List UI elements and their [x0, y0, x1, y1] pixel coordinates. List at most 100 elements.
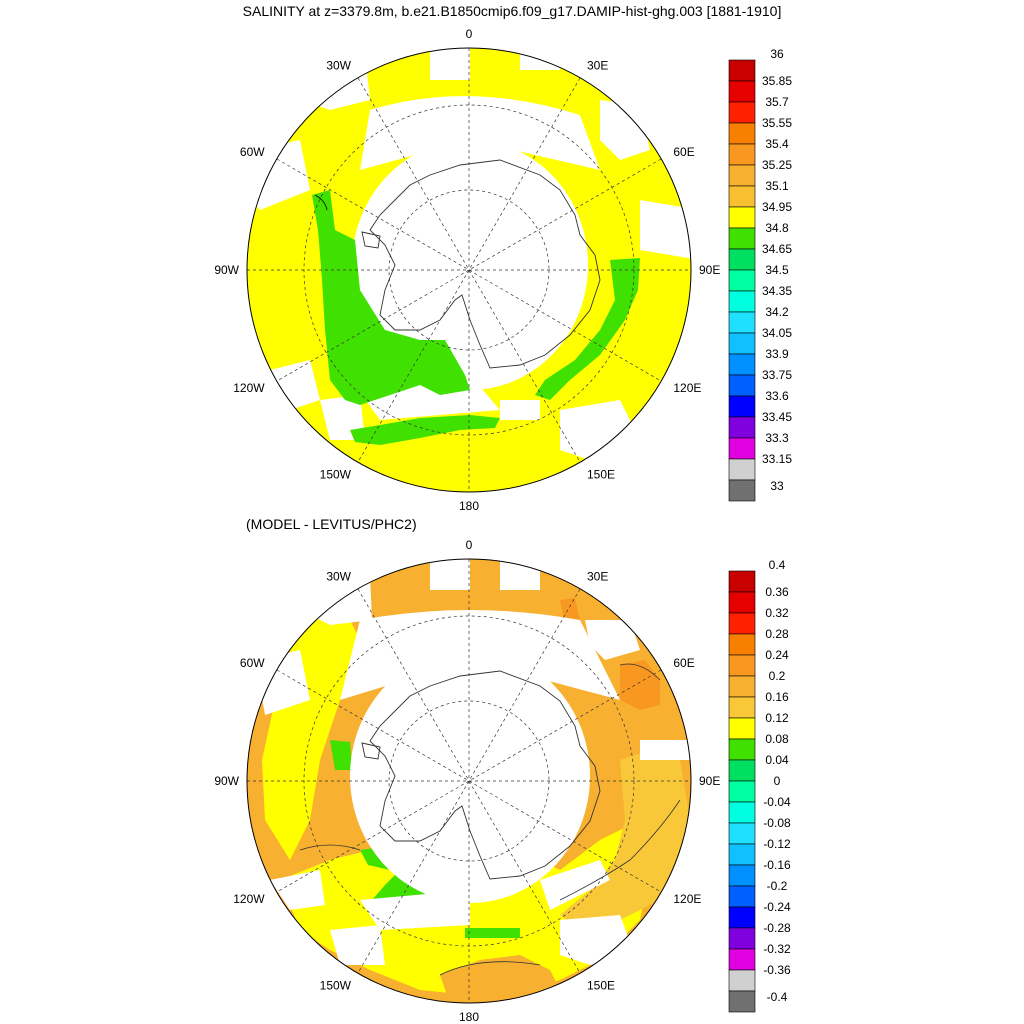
longitude-label: 60W [240, 145, 265, 159]
longitude-label: 30E [587, 59, 608, 73]
colorbar-tick-label: 34.95 [762, 200, 792, 214]
longitude-label: 120E [673, 381, 701, 395]
colorbar-box [728, 906, 756, 929]
colorbar-tick-label: 0.2 [769, 669, 786, 683]
colorbar-box [728, 227, 756, 250]
longitude-label: 0 [466, 27, 473, 41]
colorbar-tick-label: 34.35 [762, 284, 792, 298]
colorbar-box [728, 780, 756, 803]
colorbar-box [728, 759, 756, 782]
colorbar-tick-label: 0.12 [765, 711, 789, 725]
colorbar-box [728, 717, 756, 740]
colorbar-tick-label: 33.75 [762, 368, 792, 382]
colorbar-box [728, 164, 756, 187]
colorbar-tick-label: -0.08 [763, 816, 791, 830]
longitude-labels-bottom: 0 30E 60E 90E 120E 150E 180 150W 120W 90W 60W 30W [214, 538, 720, 1024]
colorbar-box [728, 843, 756, 866]
chart-title: SALINITY at z=3379.8m, b.e21.B1850cmip6.… [242, 3, 782, 19]
longitude-label: 150W [320, 467, 352, 481]
colorbar-box [728, 479, 756, 502]
colorbar-box [728, 927, 756, 950]
longitude-label: 180 [459, 1010, 479, 1024]
colorbar-tick-label: -0.16 [763, 858, 791, 872]
longitude-label: 150W [320, 978, 352, 992]
colorbar-tick-label: 34.2 [765, 305, 789, 319]
colorbar-box [728, 59, 756, 82]
colorbar-box [728, 801, 756, 824]
colorbar-tick-label: -0.32 [763, 942, 791, 956]
colorbar-tick-label: 35.25 [762, 158, 792, 172]
colorbar-tick-label: 33.9 [765, 347, 789, 361]
colorbar-tick-label: 0.24 [765, 648, 789, 662]
difference-colorbar: 0.4 0.36 0.32 0.28 0.24 0.2 0.16 0.12 0.08 0.04 0 -… [728, 558, 791, 1013]
colorbar-tick-label: -0.12 [763, 837, 791, 851]
colorbar-box [728, 948, 756, 971]
longitude-label: 60E [673, 145, 694, 159]
colorbar-box [728, 143, 756, 166]
longitude-label: 0 [466, 538, 473, 552]
colorbar-box [728, 290, 756, 313]
colorbar-tick-label: 0.32 [765, 606, 789, 620]
longitude-label: 150E [587, 978, 615, 992]
colorbar-tick-label: 0 [774, 774, 781, 788]
colorbar-tick-label: 0.16 [765, 690, 789, 704]
longitude-label: 120W [233, 381, 265, 395]
colorbar-tick-label: -0.28 [763, 921, 791, 935]
colorbar-tick-label: 35.55 [762, 116, 792, 130]
colorbar-tick-label: 0.4 [769, 558, 786, 572]
antarctica-outline-bottom [361, 670, 601, 880]
longitude-labels-top: 0 30E 60E 90E 120E 150E 180 150W 120W 90W 60W 30W [214, 27, 720, 513]
longitude-label: 90E [699, 263, 720, 277]
colorbar-tick-label: 0.36 [765, 585, 789, 599]
colorbar-box [728, 885, 756, 908]
colorbar-tick-label: 33.15 [762, 452, 792, 466]
colorbar-box [728, 395, 756, 418]
longitude-label: 180 [459, 499, 479, 513]
colorbar-tick-label: -0.36 [763, 963, 791, 977]
longitude-label: 30W [326, 570, 351, 584]
antarctica-outline [361, 159, 601, 369]
colorbar-box [728, 206, 756, 229]
colorbar-box [728, 458, 756, 481]
colorbar-box [728, 864, 756, 887]
colorbar-tick-label: 34.5 [765, 263, 789, 277]
colorbar-tick-label: -0.4 [767, 990, 788, 1004]
colorbar-box [728, 80, 756, 103]
colorbar-tick-label: -0.2 [767, 879, 788, 893]
difference-field [247, 559, 691, 1003]
colorbar-box [728, 738, 756, 761]
colorbar-tick-label: 0.08 [765, 732, 789, 746]
colorbar-box [728, 591, 756, 614]
difference-contours [299, 663, 681, 976]
colorbar-box [728, 374, 756, 397]
colorbar-box [728, 437, 756, 460]
colorbar-tick-label: 34.8 [765, 221, 789, 235]
colorbar-tick-label: 33 [770, 479, 784, 493]
colorbar-box [728, 101, 756, 124]
colorbar-box [728, 185, 756, 208]
salinity-colorbar: 36 35.85 35.7 35.55 35.4 35.25 35.1 34.95 34.8 34… [728, 47, 792, 502]
colorbar-tick-label: 35.7 [765, 95, 789, 109]
colorbar-tick-label: -0.04 [763, 795, 791, 809]
graticule-bottom [247, 559, 691, 1003]
longitude-label: 120E [673, 892, 701, 906]
colorbar-box [728, 654, 756, 677]
longitude-label: 90W [214, 263, 239, 277]
colorbar-tick-label: 35.85 [762, 74, 792, 88]
colorbar-tick-label: 33.45 [762, 410, 792, 424]
colorbar-box [728, 269, 756, 292]
colorbar-tick-label: -0.24 [763, 900, 791, 914]
colorbar-box [728, 822, 756, 845]
colorbar-box [728, 696, 756, 719]
longitude-label: 30W [326, 59, 351, 73]
colorbar-tick-label: 35.4 [765, 137, 789, 151]
colorbar-box [728, 311, 756, 334]
colorbar-box [728, 969, 756, 992]
difference-subtitle: (MODEL - LEVITUS/PHC2) [246, 516, 417, 532]
longitude-label: 90W [214, 774, 239, 788]
longitude-label: 60W [240, 656, 265, 670]
colorbar-tick-label: 34.05 [762, 326, 792, 340]
longitude-label: 150E [587, 467, 615, 481]
longitude-label: 60E [673, 656, 694, 670]
